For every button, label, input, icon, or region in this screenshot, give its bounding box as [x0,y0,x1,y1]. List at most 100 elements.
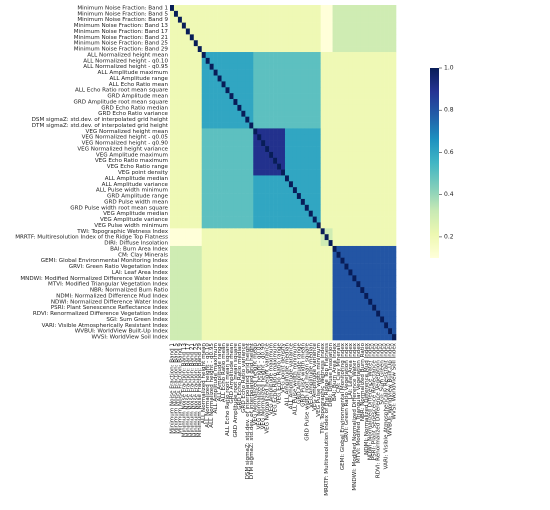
cell [376,110,381,117]
cell [241,151,246,159]
cell [324,322,329,329]
cell [197,187,203,194]
cell [308,234,314,241]
cell [213,57,218,65]
cell [332,310,337,317]
cell [225,181,230,188]
cell [277,198,282,206]
cell [368,110,373,117]
cell [308,134,314,141]
cell [328,269,333,276]
cell [320,193,325,200]
cell [348,269,353,276]
cell [372,228,377,235]
cell [209,269,214,276]
cell [217,328,222,335]
cell [225,146,230,153]
cell [177,46,183,53]
cell [380,304,385,311]
cell [332,57,337,65]
cell [189,81,195,88]
cell [241,322,246,329]
cell [221,175,226,182]
cell [308,10,314,18]
cell [376,10,381,18]
cell [392,234,397,241]
cell [380,228,385,235]
cell [229,16,234,23]
cell [348,275,353,282]
cell [277,52,282,59]
cell [213,310,218,317]
cell [181,240,187,247]
cell [217,322,222,329]
cell [181,116,187,123]
cell [296,134,302,141]
cell [170,104,175,112]
cell [324,5,329,12]
cell [229,63,234,70]
cell [392,22,397,29]
cell [229,334,234,341]
cell [380,99,385,106]
cell [328,334,333,341]
cell [388,134,393,141]
cell [328,28,333,35]
cell [201,22,206,29]
cell [376,63,381,70]
cell [265,122,270,129]
cell [324,298,329,306]
cell [284,75,290,82]
cell [217,210,222,217]
cell [277,40,282,47]
cell [308,193,314,200]
cell [296,81,302,88]
cell [352,40,357,47]
cell [205,193,210,200]
cell [277,322,282,329]
cell [356,316,361,323]
cell [241,69,246,76]
cell [273,116,278,123]
cell [281,175,286,182]
cell [376,99,381,106]
cell [237,22,242,29]
cell [324,122,329,129]
cell [237,228,242,235]
cell [217,228,222,235]
cell [237,263,242,270]
cell [340,99,345,106]
cell [284,334,290,341]
cell [320,263,325,270]
cell [340,134,345,141]
cell [388,69,393,76]
cell [300,222,306,229]
cell [245,193,250,200]
cell [284,22,290,29]
cell [340,87,345,94]
cell [273,34,278,41]
cell [312,5,318,12]
cell [312,99,318,106]
cell [348,46,353,53]
cell [193,275,199,282]
cell [312,52,318,59]
cell [344,304,349,311]
cell [277,16,282,23]
cell [376,169,381,176]
cell [344,134,349,141]
cell [177,146,183,153]
cell [352,63,357,70]
cell [257,40,262,47]
cell [312,34,318,41]
y-tick-label: ALL Pulse width minimum [96,188,168,194]
cell [344,187,349,194]
cell [249,334,254,341]
cell [328,304,333,311]
cell [288,151,294,159]
cell [288,181,294,188]
cell [261,245,266,253]
cell [368,275,373,282]
cell [360,146,365,153]
cell [352,310,357,317]
